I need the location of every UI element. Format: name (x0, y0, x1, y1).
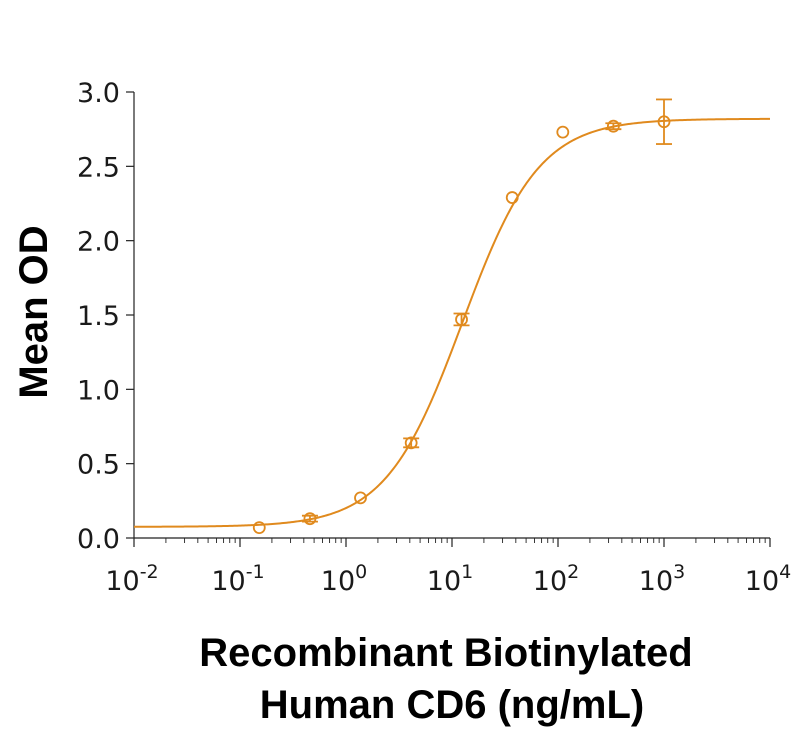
y-axis-title: Mean OD (12, 225, 56, 398)
x-axis-title-line-1: Recombinant Biotinylated (199, 631, 692, 675)
x-tick-label: 101 (427, 561, 473, 597)
data-point (252, 521, 266, 534)
x-tick-label: 10-2 (105, 561, 158, 597)
x-axis-title-line-2: Human CD6 (ng/mL) (260, 683, 644, 727)
tick-labels: 0.0 0.5 1.0 1.5 2.0 2.5 3.0 10-2 10-1 100 101 102 10… (77, 78, 791, 597)
y-tick-label: 0.5 (77, 450, 120, 481)
x-tick-label: 10-1 (211, 561, 264, 597)
data-point (303, 512, 317, 526)
y-tick-label: 1.0 (77, 375, 120, 406)
y-tick-label: 3.0 (77, 78, 120, 109)
y-tick-label: 0.0 (77, 524, 120, 555)
x-tick-label: 104 (745, 561, 791, 597)
data-point (404, 436, 418, 450)
data-point (606, 119, 620, 133)
data-point (505, 191, 519, 204)
y-tick-label: 2.0 (77, 227, 120, 258)
data-point (556, 125, 570, 139)
y-tick-label: 1.5 (77, 301, 120, 332)
x-tick-label: 100 (321, 561, 367, 597)
x-tick-label: 102 (533, 561, 579, 597)
data-points (252, 98, 672, 534)
fit-curve (134, 117, 771, 528)
ticks (126, 91, 771, 547)
fit-curves (134, 117, 771, 528)
x-tick-label: 103 (639, 561, 685, 597)
axes (133, 92, 770, 539)
data-point (455, 313, 468, 326)
data-point (657, 115, 671, 129)
y-tick-label: 2.5 (77, 152, 120, 183)
data-point (354, 491, 367, 505)
